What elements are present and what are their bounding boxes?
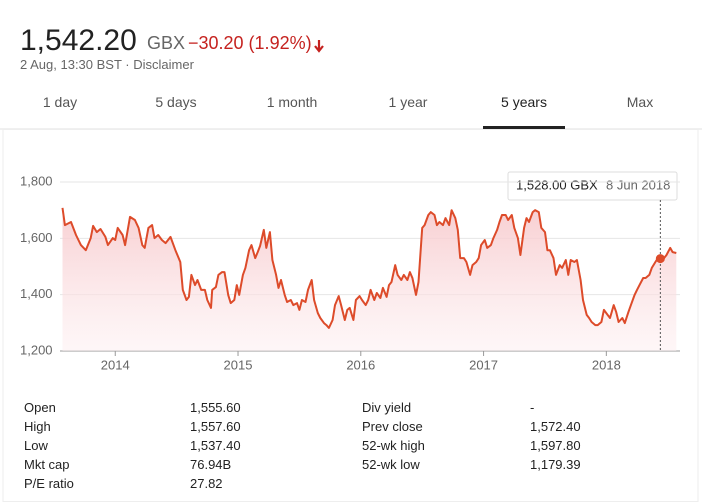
area [62,207,677,351]
stat-label: P/E ratio [24,476,74,491]
y-tick-label: 1,400 [20,286,53,301]
y-tick-label: 1,600 [20,230,53,245]
stat-label: 52-wk low [362,457,420,472]
stat-value: 1,597.80 [530,438,581,453]
stat-label: 52-wk high [362,438,425,453]
x-tick-label: 2018 [592,357,621,372]
stat-value: - [530,400,535,415]
stat-value: 1,557.60 [190,419,241,434]
x-tick-label: 2015 [224,357,253,372]
stat-label: Open [24,400,56,415]
price-line [61,207,677,329]
range-tab[interactable]: 5 years [501,94,547,110]
x-tick-label: 2014 [101,357,130,372]
tooltip-box [507,171,678,201]
stat-label: Prev close [362,419,423,434]
stat-label: High [24,419,51,434]
timestamp: 2 Aug, 13:30 BST [20,57,122,72]
stat-value: 1,537.40 [190,438,241,453]
x-tick-label: 2017 [469,357,498,372]
stat-value: 1,572.40 [530,419,581,434]
card-border [2,129,699,502]
timestamp-line: 2 Aug, 13:30 BST · Disclaimer [20,57,194,72]
stat-label: Low [24,438,48,453]
separator: · [125,57,130,72]
stat-value: 27.82 [190,476,223,491]
currency: GBX [147,33,186,53]
price-change: −30.20 (1.92%) [188,33,312,53]
y-tick-label: 1,200 [20,342,53,357]
tooltip-date: 8 Jun 2018 [606,177,670,192]
price: 1,542.20 [20,24,137,57]
stat-label: Div yield [362,400,412,415]
range-tab[interactable]: 1 day [42,94,78,110]
range-tab[interactable]: Max [626,94,654,110]
range-tab[interactable]: 5 days [155,94,197,110]
stat-value: 76.94B [190,457,232,472]
y-tick-label: 1,800 [20,173,53,188]
stat-label: Mkt cap [24,457,70,472]
active-tab-underline [483,126,565,129]
range-tab[interactable]: 1 year [388,94,428,110]
down-arrow [314,40,324,53]
tooltip-value: 1,528.00 GBX [516,177,598,192]
hover-marker [655,254,665,264]
range-tab[interactable]: 1 month [266,94,318,110]
stat-value: 1,179.39 [530,457,581,472]
stat-value: 1,555.60 [190,400,241,415]
x-tick-label: 2016 [346,357,375,372]
disclaimer-link[interactable]: Disclaimer [133,57,194,72]
